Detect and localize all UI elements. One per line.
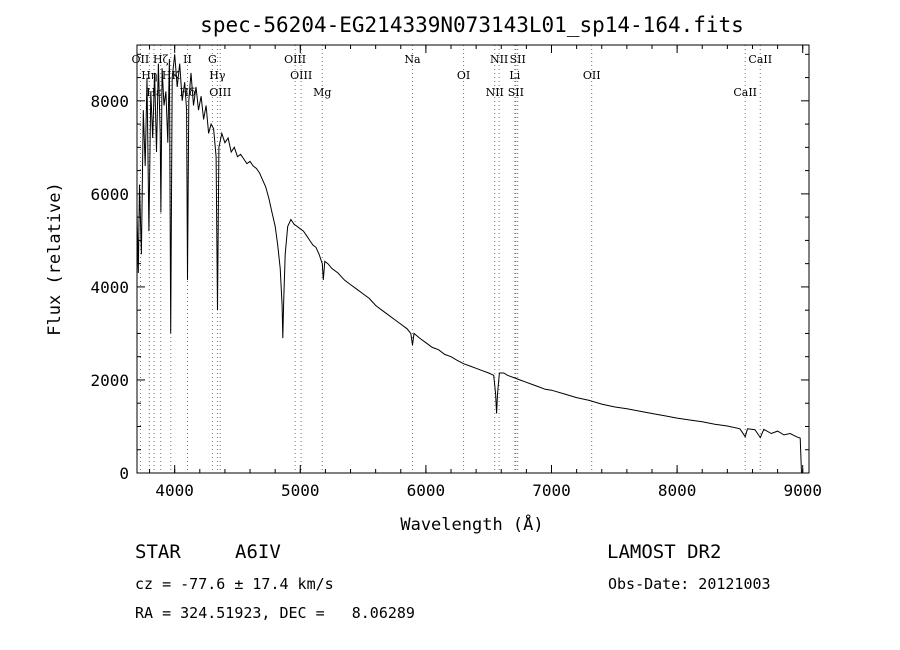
x-tick-label: 5000: [281, 481, 320, 500]
x-tick-label: 6000: [407, 481, 446, 500]
line-label: Hη: [141, 69, 157, 82]
line-label: II: [183, 53, 192, 66]
y-axis-ticks: 0 2000 4000 6000 8000: [90, 53, 809, 483]
x-tick-label: 9000: [783, 481, 822, 500]
chart-title: spec-56204-EG214339N073143L01_sp14-164.f…: [200, 13, 744, 37]
y-tick-label: 4000: [90, 278, 129, 297]
line-label: OIII: [290, 69, 312, 82]
x-tick-label: 8000: [658, 481, 697, 500]
line-label: OIII: [209, 86, 231, 99]
y-tick-label: 6000: [90, 185, 129, 204]
line-label: OIII: [284, 53, 306, 66]
y-tick-label: 0: [119, 464, 129, 483]
survey-name: LAMOST DR2: [607, 541, 722, 563]
y-tick-label: 8000: [90, 92, 129, 111]
spectrum-series-line: [136, 54, 802, 474]
line-label: Hζ: [153, 53, 169, 66]
x-axis-label: Wavelength (Å): [400, 513, 543, 535]
spectral-line-markers: [139, 45, 761, 473]
line-label: G: [208, 53, 217, 66]
line-label: OII: [583, 69, 601, 82]
x-axis-ticks: 4000 5000 6000 7000 8000 9000: [149, 45, 822, 500]
line-label: CaII: [748, 53, 772, 66]
line-label: CaII: [733, 86, 757, 99]
spectrum-chart: spec-56204-EG214339N073143L01_sp14-164.f…: [45, 13, 822, 535]
line-label: NII: [486, 86, 504, 99]
coordinates: RA = 324.51923, DEC = 8.06289: [135, 604, 415, 622]
line-label: SII: [508, 86, 524, 99]
line-label: Mg: [313, 86, 331, 99]
line-label: Li: [509, 69, 520, 82]
x-tick-label: 7000: [532, 481, 571, 500]
line-label: OII: [132, 53, 150, 66]
object-class: STAR: [135, 541, 181, 563]
line-label: NII: [490, 53, 508, 66]
x-tick-label: 4000: [155, 481, 194, 500]
line-label: Na: [404, 53, 421, 66]
plot-frame: [136, 44, 810, 474]
redshift-cz: cz = -77.6 ± 17.4 km/s: [135, 575, 334, 593]
spectral-subclass: A6IV: [235, 541, 281, 563]
line-label: SII: [510, 53, 526, 66]
observation-date: Obs-Date: 20121003: [608, 575, 771, 593]
line-label: Hγ: [209, 69, 226, 82]
line-label: OI: [457, 69, 470, 82]
y-axis-label: Flux (relative): [45, 182, 65, 336]
y-tick-label: 2000: [90, 371, 129, 390]
